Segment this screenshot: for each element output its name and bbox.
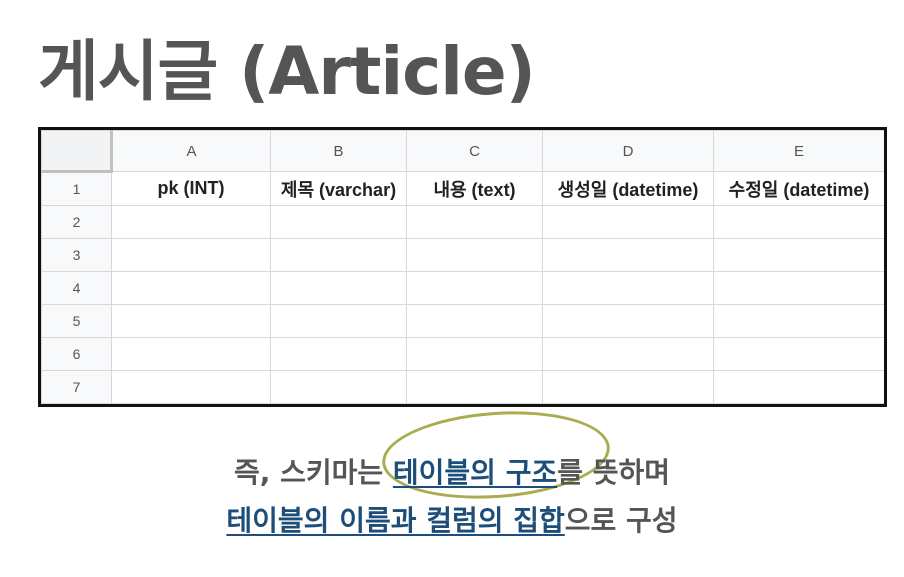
cell-b1[interactable]: 제목 (varchar) — [270, 171, 407, 206]
cell[interactable] — [111, 238, 271, 272]
cell[interactable] — [713, 238, 884, 272]
row-header[interactable]: 1 — [41, 171, 112, 206]
cell[interactable] — [713, 370, 884, 404]
spreadsheet-grid: A B C D E 1 pk (INT) 제목 (varchar) 내용 (te… — [41, 130, 884, 404]
row-header[interactable]: 6 — [41, 337, 112, 371]
column-header-b[interactable]: B — [270, 130, 407, 172]
row-header[interactable]: 4 — [41, 271, 112, 305]
cell[interactable] — [713, 337, 884, 371]
caption-line-1: 즉, 스키마는 테이블의 구조를 뜻하며 — [0, 451, 904, 491]
cell[interactable] — [270, 304, 407, 338]
page-title: 게시글 (Article) — [38, 33, 536, 110]
table-row: 3 — [41, 238, 884, 272]
table-row: 2 — [41, 205, 884, 239]
column-header-d[interactable]: D — [542, 130, 714, 172]
cell[interactable] — [542, 370, 714, 404]
column-header-a[interactable]: A — [111, 130, 271, 172]
table-row: 7 — [41, 370, 884, 404]
cell[interactable] — [270, 271, 407, 305]
caption-text: 즉, 스키마는 — [233, 456, 393, 489]
select-all-corner[interactable] — [41, 130, 113, 173]
cell[interactable] — [111, 304, 271, 338]
cell[interactable] — [270, 205, 407, 239]
row-header[interactable]: 7 — [41, 370, 112, 404]
cell[interactable] — [406, 304, 543, 338]
column-header-e[interactable]: E — [713, 130, 884, 172]
table-row: 6 — [41, 337, 884, 371]
table-row: 1 pk (INT) 제목 (varchar) 내용 (text) 생성일 (d… — [41, 171, 884, 206]
cell[interactable] — [111, 337, 271, 371]
cell-a1[interactable]: pk (INT) — [111, 171, 271, 206]
cell[interactable] — [270, 337, 407, 371]
cell[interactable] — [542, 238, 714, 272]
cell[interactable] — [406, 271, 543, 305]
cell[interactable] — [406, 370, 543, 404]
row-header[interactable]: 3 — [41, 238, 112, 272]
row-header[interactable]: 2 — [41, 205, 112, 239]
cell[interactable] — [542, 271, 714, 305]
column-header-row: A B C D E — [41, 130, 884, 173]
caption-line-2: 테이블의 이름과 컬럼의 집합으로 구성 — [0, 499, 904, 539]
row-header[interactable]: 5 — [41, 304, 112, 338]
cell[interactable] — [542, 205, 714, 239]
cell[interactable] — [406, 238, 543, 272]
cell-d1[interactable]: 생성일 (datetime) — [542, 171, 714, 206]
caption-text: 를 뜻하며 — [557, 456, 671, 489]
caption-highlight: 테이블의 이름과 컬럼의 집합 — [226, 504, 565, 537]
cell[interactable] — [713, 304, 884, 338]
table-row: 4 — [41, 271, 884, 305]
caption-highlight: 테이블의 구조 — [392, 456, 558, 489]
cell[interactable] — [270, 238, 407, 272]
cell-c1[interactable]: 내용 (text) — [406, 171, 543, 206]
cell[interactable] — [111, 271, 271, 305]
cell[interactable] — [270, 370, 407, 404]
cell[interactable] — [111, 370, 271, 404]
cell[interactable] — [542, 304, 714, 338]
cell-e1[interactable]: 수정일 (datetime) — [713, 171, 884, 206]
cell[interactable] — [713, 271, 884, 305]
column-header-c[interactable]: C — [406, 130, 543, 172]
cell[interactable] — [406, 337, 543, 371]
cell[interactable] — [111, 205, 271, 239]
table-row: 5 — [41, 304, 884, 338]
cell[interactable] — [542, 337, 714, 371]
cell[interactable] — [406, 205, 543, 239]
spreadsheet: A B C D E 1 pk (INT) 제목 (varchar) 내용 (te… — [38, 127, 887, 407]
cell[interactable] — [713, 205, 884, 239]
caption-text: 으로 구성 — [564, 504, 678, 537]
